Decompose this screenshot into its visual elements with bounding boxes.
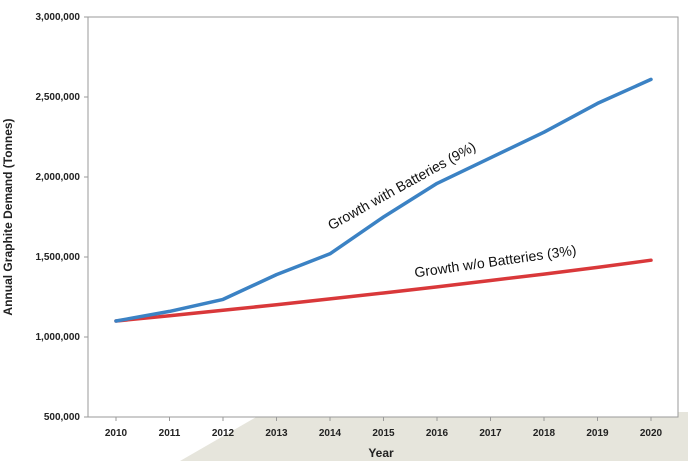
y-tick-label: 2,500,000	[36, 92, 81, 103]
y-tick-label: 1,500,000	[36, 252, 81, 263]
background-shape	[180, 412, 688, 461]
x-axis-ticks: 2010 2011 2012 2013 2014 2015 2016 2017 2018 2019…	[105, 417, 663, 439]
y-axis-ticks: 500,000 1,000,000 1,500,000 2,000,000 2,500,…	[36, 12, 88, 423]
series-line	[114, 77, 653, 323]
x-tick-label: 2011	[159, 428, 181, 439]
x-tick-label: 2020	[640, 428, 663, 439]
y-tick-label: 500,000	[44, 412, 81, 423]
x-tick-label: 2013	[265, 428, 288, 439]
x-tick-label: 2017	[479, 428, 502, 439]
y-axis-title: Annual Graphite Demand (Tonnes)	[1, 118, 15, 315]
x-axis-title: Year	[368, 446, 394, 460]
series-line	[114, 258, 653, 323]
y-tick-label: 1,000,000	[36, 332, 81, 343]
x-tick-label: 2010	[105, 428, 128, 439]
x-tick-label: 2016	[426, 428, 449, 439]
y-tick-label: 2,000,000	[36, 172, 81, 183]
series-lines	[114, 77, 653, 323]
x-tick-label: 2014	[319, 428, 342, 439]
x-tick-label: 2012	[212, 428, 235, 439]
x-tick-label: 2015	[372, 428, 395, 439]
x-tick-label: 2019	[586, 428, 609, 439]
y-tick-label: 3,000,000	[36, 12, 81, 23]
x-tick-label: 2018	[533, 428, 556, 439]
